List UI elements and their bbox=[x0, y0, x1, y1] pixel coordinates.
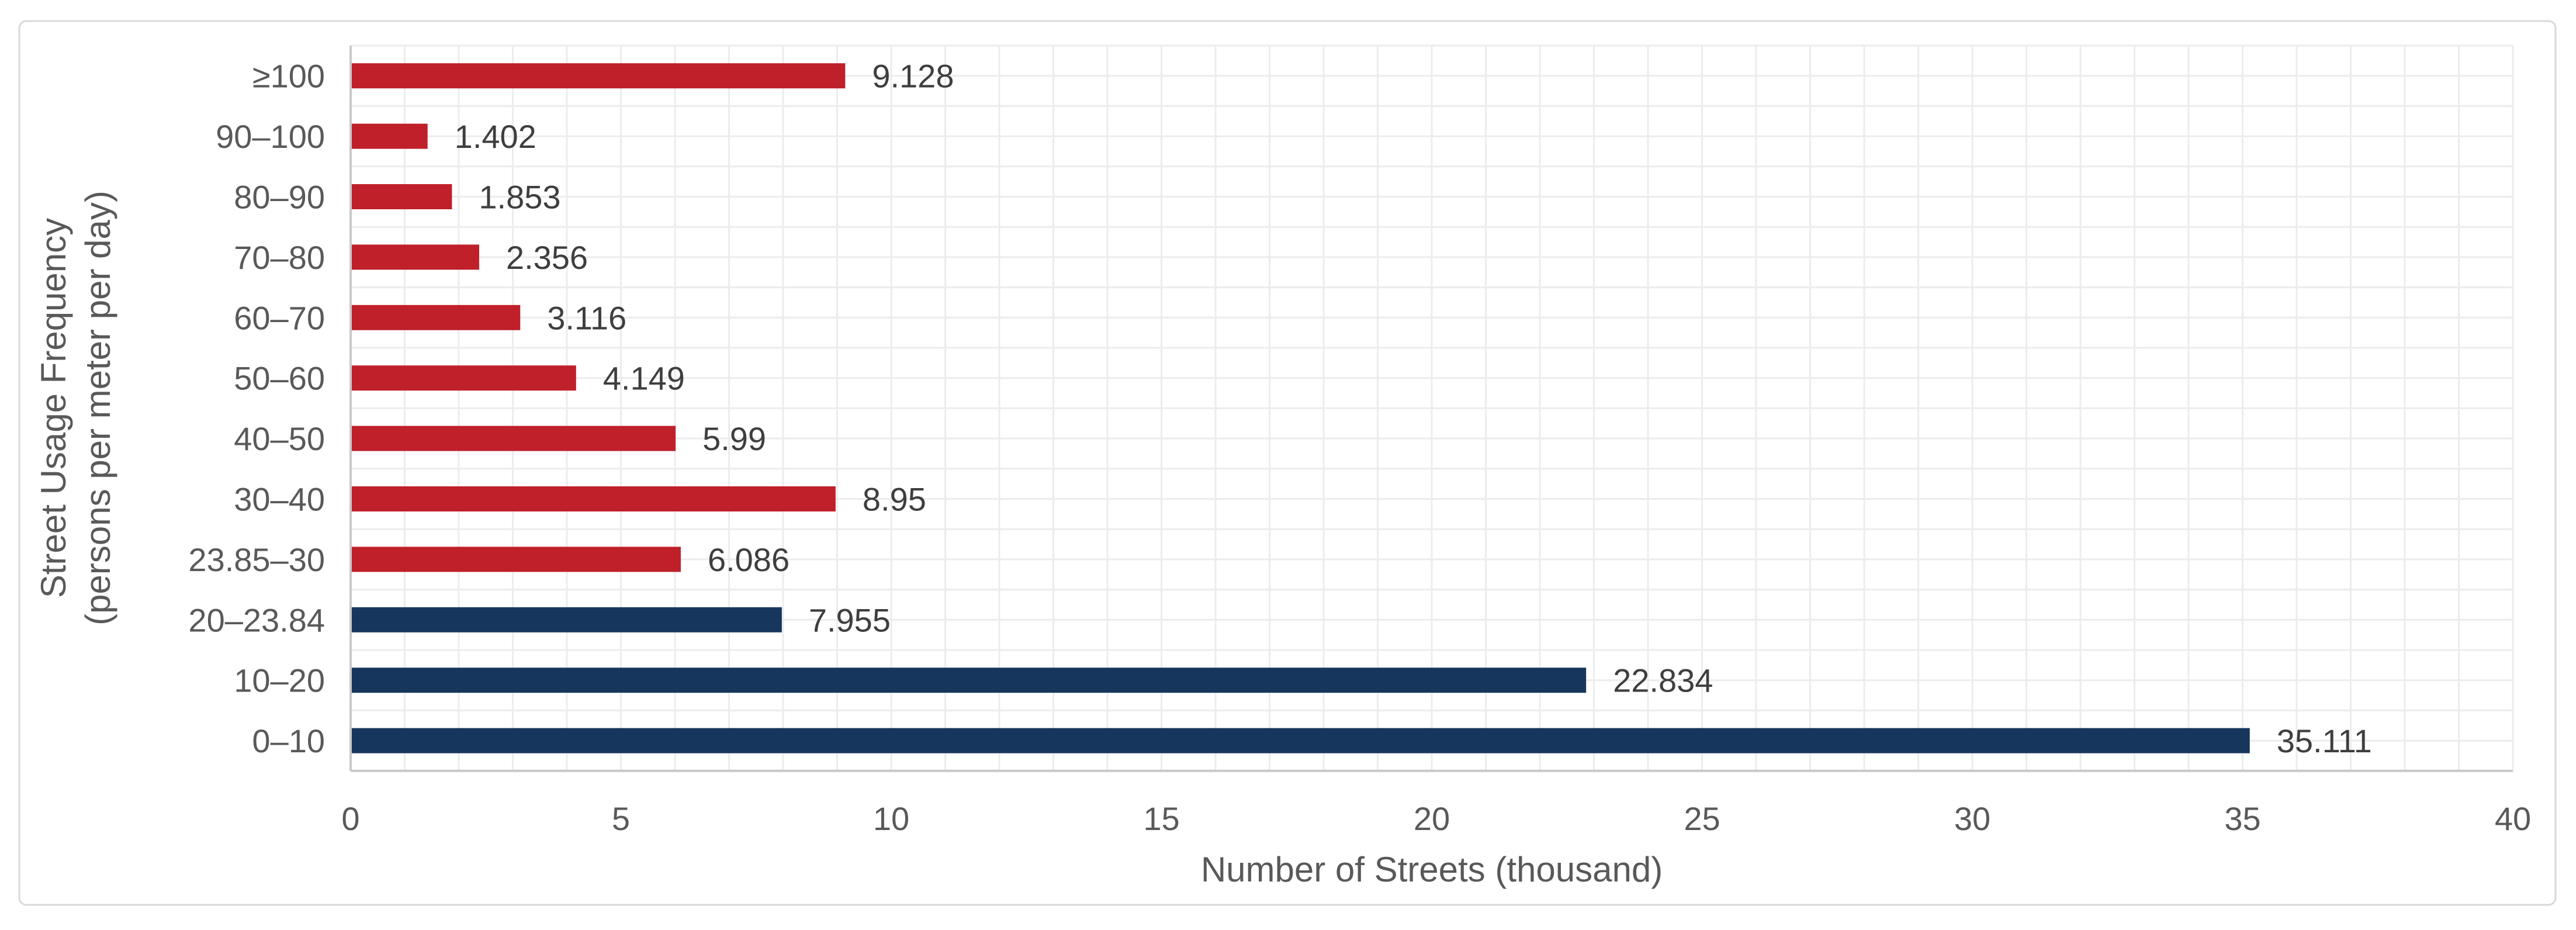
value-label: 6.086 bbox=[708, 541, 790, 578]
category-label: 60–70 bbox=[234, 299, 325, 336]
category-label: ≥100 bbox=[252, 58, 325, 95]
bar bbox=[352, 547, 681, 572]
category-label: 30–40 bbox=[234, 481, 325, 518]
x-tick-label: 35 bbox=[2224, 800, 2260, 837]
value-label: 4.149 bbox=[603, 360, 685, 397]
value-label: 1.402 bbox=[455, 118, 536, 155]
x-tick-label: 15 bbox=[1143, 800, 1179, 837]
value-label: 35.111 bbox=[2277, 722, 2372, 759]
category-label: 23.85–30 bbox=[188, 541, 325, 578]
category-label: 10–20 bbox=[234, 662, 325, 699]
category-label: 50–60 bbox=[234, 360, 325, 397]
bar bbox=[352, 426, 676, 451]
bar bbox=[352, 607, 782, 632]
x-tick-label: 25 bbox=[1684, 800, 1720, 837]
bar bbox=[352, 486, 836, 511]
bars bbox=[352, 63, 2250, 753]
bar bbox=[352, 63, 846, 89]
bar bbox=[352, 668, 1587, 693]
category-label: 70–80 bbox=[234, 239, 325, 276]
x-tick-label: 30 bbox=[1954, 800, 1990, 837]
value-label: 2.356 bbox=[506, 239, 588, 276]
value-label: 3.116 bbox=[547, 299, 626, 336]
bar bbox=[352, 728, 2250, 753]
value-axis-tick-labels: 0 5 10 15 20 25 30 35 40 bbox=[341, 800, 2531, 837]
x-axis-title: Number of Streets (thousand) bbox=[1201, 850, 1663, 889]
chart-card-border bbox=[18, 20, 2557, 906]
gridlines bbox=[349, 44, 2514, 772]
x-tick-label: 20 bbox=[1414, 800, 1450, 837]
x-tick-label: 40 bbox=[2495, 800, 2531, 837]
bar bbox=[352, 184, 452, 209]
category-label: 0–10 bbox=[252, 722, 325, 759]
y-axis-title-line2: (persons per meter per day) bbox=[78, 191, 117, 625]
category-label: 40–50 bbox=[234, 420, 325, 457]
value-label: 7.955 bbox=[809, 601, 891, 638]
bar bbox=[352, 365, 576, 391]
value-label: 9.128 bbox=[872, 58, 954, 95]
value-label: 8.95 bbox=[863, 481, 926, 518]
value-label: 1.853 bbox=[479, 179, 560, 216]
bar bbox=[352, 123, 428, 149]
category-label: 20–23.84 bbox=[188, 601, 325, 638]
bar bbox=[352, 244, 479, 270]
category-label: 80–90 bbox=[234, 179, 325, 216]
category-axis-labels: ≥100 90–100 80–90 70–80 60–70 50–60 40–50 30–40… bbox=[188, 58, 325, 759]
x-tick-label: 5 bbox=[612, 800, 630, 837]
y-axis-title-line1: Street Usage Frequency bbox=[34, 218, 73, 598]
axis-lines bbox=[349, 46, 2513, 772]
x-tick-label: 10 bbox=[873, 800, 909, 837]
value-labels: 9.128 1.402 1.853 2.356 3.116 4.149 5.99 8.95 6.… bbox=[455, 58, 2372, 759]
value-label: 22.834 bbox=[1613, 662, 1713, 699]
value-label: 5.99 bbox=[702, 420, 766, 457]
category-label: 90–100 bbox=[216, 118, 325, 155]
bar bbox=[352, 305, 521, 330]
x-tick-label: 0 bbox=[341, 800, 359, 837]
